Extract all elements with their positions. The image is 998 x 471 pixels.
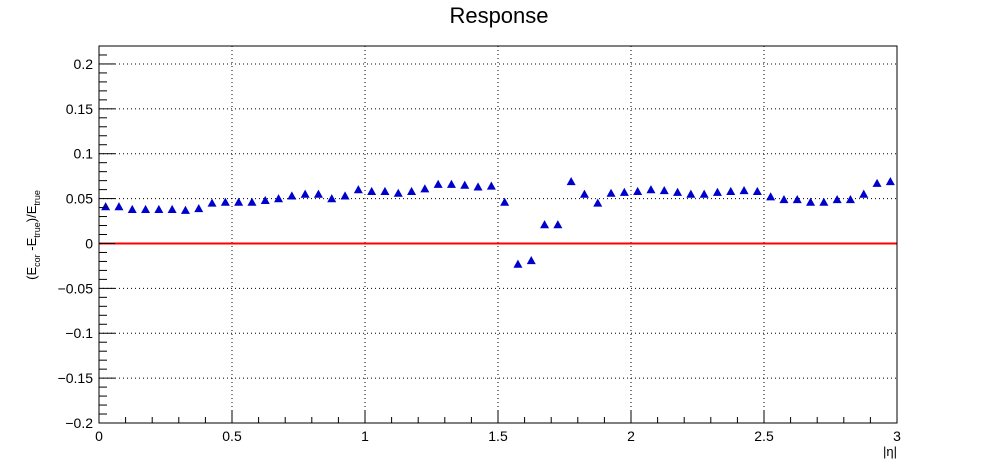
data-point [500, 197, 510, 206]
data-point [340, 191, 350, 200]
data-point [207, 198, 217, 207]
data-point [859, 189, 869, 198]
data-point [247, 197, 257, 206]
y-tick-label: 0.05 [66, 191, 93, 207]
data-point [766, 192, 776, 201]
data-point [287, 191, 297, 200]
y-axis-label: (Ecor -Etrue)/Etrue [24, 190, 42, 280]
data-point [712, 187, 722, 196]
y-label-sub-cor: cor [32, 254, 42, 267]
chart-title: Response [449, 3, 548, 28]
y-label-part-3: )/E [24, 205, 39, 222]
y-tick-label: 0.1 [74, 146, 94, 162]
data-point [101, 202, 111, 211]
data-point [553, 220, 563, 229]
data-point [779, 194, 789, 204]
data-point [606, 188, 616, 197]
data-point [845, 194, 855, 204]
y-label-part-1: (E [24, 267, 39, 280]
data-point [872, 178, 882, 187]
data-point [313, 189, 323, 198]
data-point [380, 186, 390, 196]
data-point [819, 197, 829, 206]
y-label-sub-true-2: true [32, 190, 42, 206]
data-point [792, 194, 802, 204]
data-point [699, 189, 709, 198]
data-point [579, 189, 589, 198]
data-point [646, 185, 656, 194]
y-axis-ticks: −0.2 −0.15 −0.1 −0.05 0 0.05 0.1 0.15 0.2 [58, 45, 115, 431]
data-point [619, 187, 629, 196]
data-point [540, 220, 550, 229]
x-tick-label: 3 [893, 428, 901, 444]
grid-lines [99, 46, 897, 423]
data-point [460, 180, 470, 189]
x-tick-label: 2.5 [754, 428, 774, 444]
data-point [739, 186, 749, 195]
y-tick-label: −0.2 [65, 415, 93, 431]
data-point [180, 205, 190, 214]
x-tick-label: 1 [361, 428, 369, 444]
data-point [806, 197, 816, 206]
data-point [433, 179, 443, 188]
data-point [513, 259, 523, 268]
x-axis-ticks: 0 0.5 1 1.5 2 2.5 3 [95, 411, 901, 444]
data-point [486, 181, 496, 190]
data-point [154, 204, 164, 213]
data-point [633, 186, 643, 196]
data-point [673, 187, 683, 196]
y-tick-label: 0.15 [66, 101, 93, 117]
x-tick-label: 0.5 [222, 428, 242, 444]
data-point [885, 177, 895, 186]
data-point [194, 203, 204, 213]
data-point [167, 204, 177, 213]
x-tick-label: 1.5 [488, 428, 508, 444]
y-tick-label: 0 [85, 235, 93, 251]
y-tick-label: 0.2 [74, 56, 94, 72]
data-point [141, 204, 151, 213]
data-point [526, 256, 536, 265]
data-point [220, 197, 230, 206]
x-tick-label: 0 [95, 428, 103, 444]
data-point [593, 198, 603, 207]
data-point [726, 186, 736, 196]
y-tick-label: −0.05 [58, 280, 94, 296]
data-point [114, 202, 124, 211]
data-point [367, 186, 377, 196]
data-point [393, 188, 403, 197]
y-label-sub-true-1: true [32, 222, 42, 238]
data-point [127, 204, 137, 213]
y-label-part-2: -E [24, 237, 39, 254]
data-point [686, 189, 696, 198]
y-tick-label: −0.15 [58, 370, 94, 386]
data-point [420, 184, 430, 193]
x-axis-label: |η| [883, 444, 897, 459]
data-point [260, 195, 270, 204]
data-points [101, 177, 895, 268]
data-point [566, 177, 576, 186]
data-point [752, 186, 762, 196]
data-point [353, 185, 363, 194]
x-tick-label: 2 [627, 428, 635, 444]
data-point [234, 197, 244, 206]
data-point [407, 186, 417, 196]
y-tick-label: −0.1 [65, 325, 93, 341]
data-point [832, 194, 842, 204]
data-point [659, 186, 669, 195]
data-point [274, 194, 284, 203]
data-point [446, 179, 456, 188]
data-point [473, 182, 483, 191]
data-point [327, 194, 337, 203]
data-point [300, 189, 310, 198]
